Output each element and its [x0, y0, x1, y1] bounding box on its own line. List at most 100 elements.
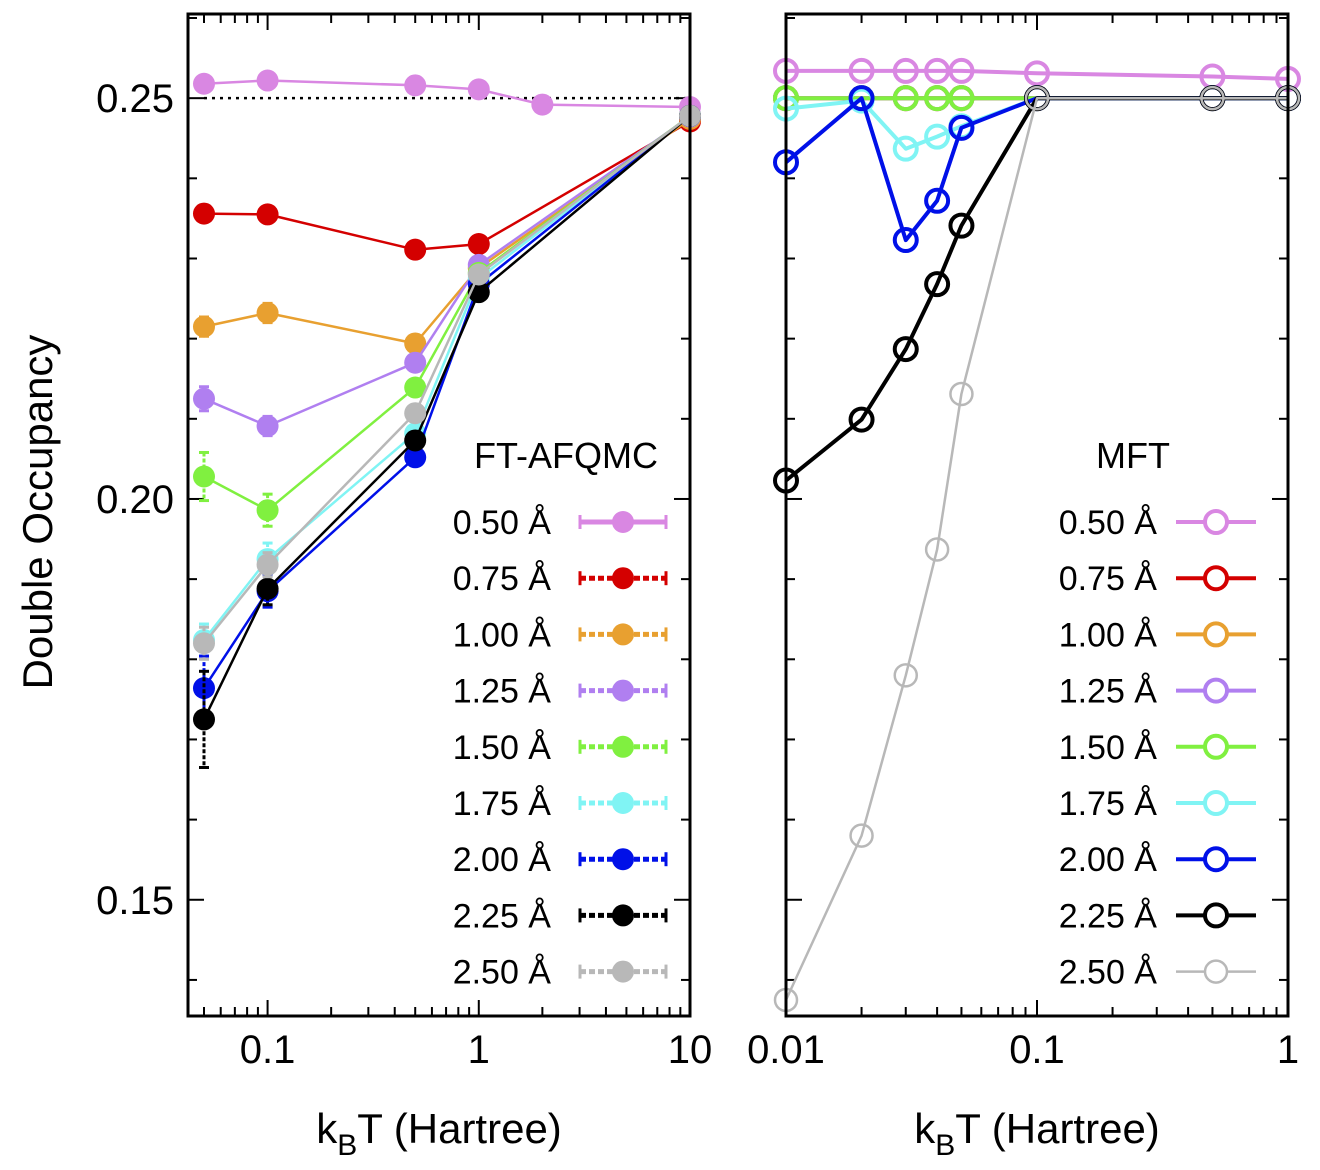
plot-frame [784, 12, 1290, 1018]
legend-item: 1.75 Å [1059, 785, 1256, 823]
data-point [849, 823, 874, 848]
legend-marker [612, 567, 634, 590]
data-point [256, 499, 279, 522]
data-point [893, 663, 919, 688]
series-2.50-ftafqmc [192, 104, 701, 661]
legend-item: 2.00 Å [1059, 841, 1256, 879]
data-point [848, 57, 875, 84]
legend-item: 1.25 Å [453, 673, 668, 711]
x-tick-label: 0.1 [240, 1028, 296, 1072]
series-0.50-ftafqmc [192, 69, 701, 118]
data-point [256, 203, 279, 226]
legend-item: 0.50 Å [453, 504, 668, 542]
legend-item: 1.00 Å [1059, 616, 1256, 654]
data-point [404, 402, 427, 425]
plot-frame [186, 12, 692, 1018]
data-point [892, 135, 919, 162]
x-axis-title-k: k [316, 1105, 338, 1152]
data-point [467, 233, 490, 256]
legend-label: 2.00 Å [1059, 841, 1158, 879]
series-line [786, 68, 1289, 81]
legend-marker [612, 792, 634, 814]
data-point [1024, 85, 1050, 111]
data-point [404, 351, 427, 374]
legend-item: 2.00 Å [453, 841, 668, 879]
data-point [924, 57, 951, 84]
data-point [924, 123, 951, 150]
panel-mft: 0.01 0.1 1 kBT (Hartree) MFT 0.50 Å 0.75 Å 1.00… [747, 12, 1301, 1162]
series-2.25-mft [773, 85, 1301, 494]
data-point [848, 406, 875, 433]
series-1.25-ftafqmc [192, 105, 701, 438]
data-point [192, 202, 215, 225]
data-point [924, 271, 951, 298]
legend-marker [612, 848, 634, 871]
series-0.75-ftafqmc [192, 110, 701, 261]
legend-item: 0.75 Å [1059, 560, 1256, 598]
y-tick-label: 0.20 [96, 478, 174, 522]
series-2.50-mft [773, 85, 1301, 1013]
series-line [202, 114, 691, 689]
legend-item: 2.50 Å [453, 954, 668, 992]
legend-marker [1203, 790, 1229, 816]
data-point [404, 376, 427, 399]
data-point [192, 465, 215, 488]
x-tick-label: 0.1 [1009, 1028, 1065, 1072]
data-point [948, 85, 975, 112]
data-point [192, 72, 215, 95]
data-point [467, 78, 490, 101]
data-point [404, 429, 427, 452]
data-point [1200, 85, 1225, 111]
legend-label: 1.75 Å [453, 785, 552, 823]
data-point [256, 301, 279, 324]
legend-label: 2.50 Å [453, 954, 552, 992]
legend-marker [612, 679, 634, 702]
x-tick-label: 10 [668, 1028, 713, 1072]
data-point [192, 315, 215, 338]
legend-label: 1.25 Å [1059, 673, 1158, 711]
data-point [192, 708, 215, 731]
legend-marker [1203, 959, 1229, 984]
legend-item: 2.25 Å [1059, 897, 1256, 935]
legend-label: 2.25 Å [1059, 897, 1158, 935]
data-point [256, 69, 279, 92]
legend-label: 2.25 Å [453, 897, 552, 935]
legend-item: 1.50 Å [453, 729, 668, 767]
x-tick-label: 1 [468, 1028, 490, 1072]
series-line [784, 96, 1288, 1001]
legend-label: 1.00 Å [1059, 616, 1158, 654]
legend-label: 1.50 Å [453, 729, 552, 767]
data-point [404, 238, 427, 261]
x-axis-title-k: k [914, 1105, 936, 1152]
data-point [1024, 60, 1050, 87]
data-point [256, 553, 279, 576]
y-tick-label: 0.15 [96, 879, 174, 923]
data-point [404, 74, 427, 97]
legend-marker [1203, 902, 1229, 929]
data-point [924, 85, 951, 112]
data-point [948, 57, 975, 84]
data-point [256, 577, 279, 600]
legend-marker [1203, 733, 1229, 760]
series-line [203, 120, 691, 251]
data-point [192, 387, 215, 410]
y-axis-title: Double Occupancy [14, 335, 61, 690]
data-point [848, 85, 875, 112]
x-axis-title: kBT (Hartree) [316, 1105, 562, 1162]
data-point [924, 537, 950, 562]
x-axis-title-sub: B [337, 1129, 357, 1162]
series-1.00-ftafqmc [192, 108, 701, 355]
x-axis-title-sub: B [935, 1129, 955, 1162]
legend-label: 0.75 Å [453, 560, 552, 598]
series-line [784, 96, 1288, 243]
series-group [192, 69, 701, 770]
x-tick-label: 1 [1277, 1028, 1299, 1072]
legend-item: 1.75 Å [453, 785, 668, 823]
legend-item: 0.75 Å [453, 560, 668, 598]
legend-marker [612, 735, 634, 758]
data-point [404, 446, 427, 469]
legend-item: 2.50 Å [1059, 954, 1256, 992]
legend-item: 1.25 Å [1059, 673, 1256, 711]
